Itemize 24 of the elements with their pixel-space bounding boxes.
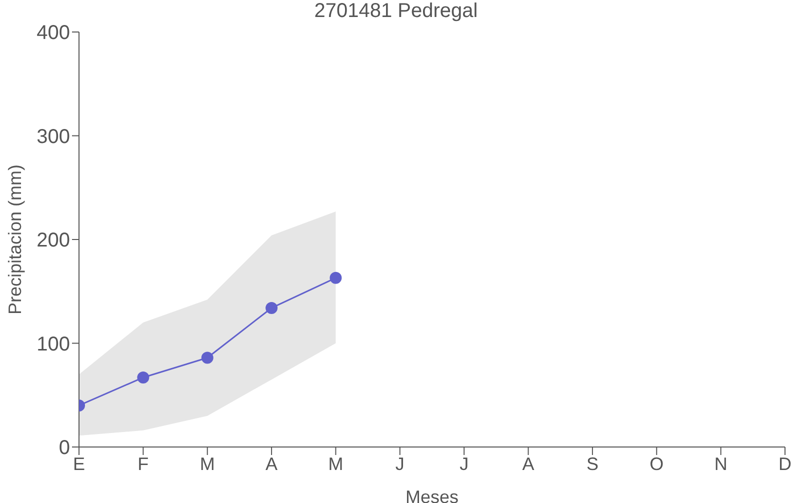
y-tick-label: 100 (36, 333, 70, 356)
point (137, 371, 150, 384)
x-tick-label: M (200, 454, 215, 474)
point (266, 302, 278, 314)
chart-title: 2701481 Pedregal (313, 0, 479, 23)
x-tick-label: E (72, 454, 86, 474)
point (330, 272, 342, 284)
y-tick-label: 400 (36, 22, 70, 44)
x-tick-label: D (778, 454, 792, 474)
y-axis-title: Precipitacion (mm) (4, 164, 25, 315)
x-tick-label: M (328, 454, 344, 474)
x-tick-label: J (460, 454, 469, 474)
x-tick-label: S (586, 454, 598, 474)
x-tick-label: N (714, 454, 728, 474)
y-tick-label: 300 (36, 126, 70, 148)
x-tick-label: A (266, 454, 278, 474)
x-axis-title: Meses (405, 487, 459, 503)
x-tick-label: O (650, 454, 664, 474)
point (201, 352, 214, 364)
y-tick-label: 0 (58, 437, 70, 460)
x-tick-label: F (138, 454, 149, 474)
x-tick-label: J (395, 454, 404, 474)
y-tick-label: 200 (36, 230, 70, 252)
x-tick-label: A (522, 454, 534, 474)
